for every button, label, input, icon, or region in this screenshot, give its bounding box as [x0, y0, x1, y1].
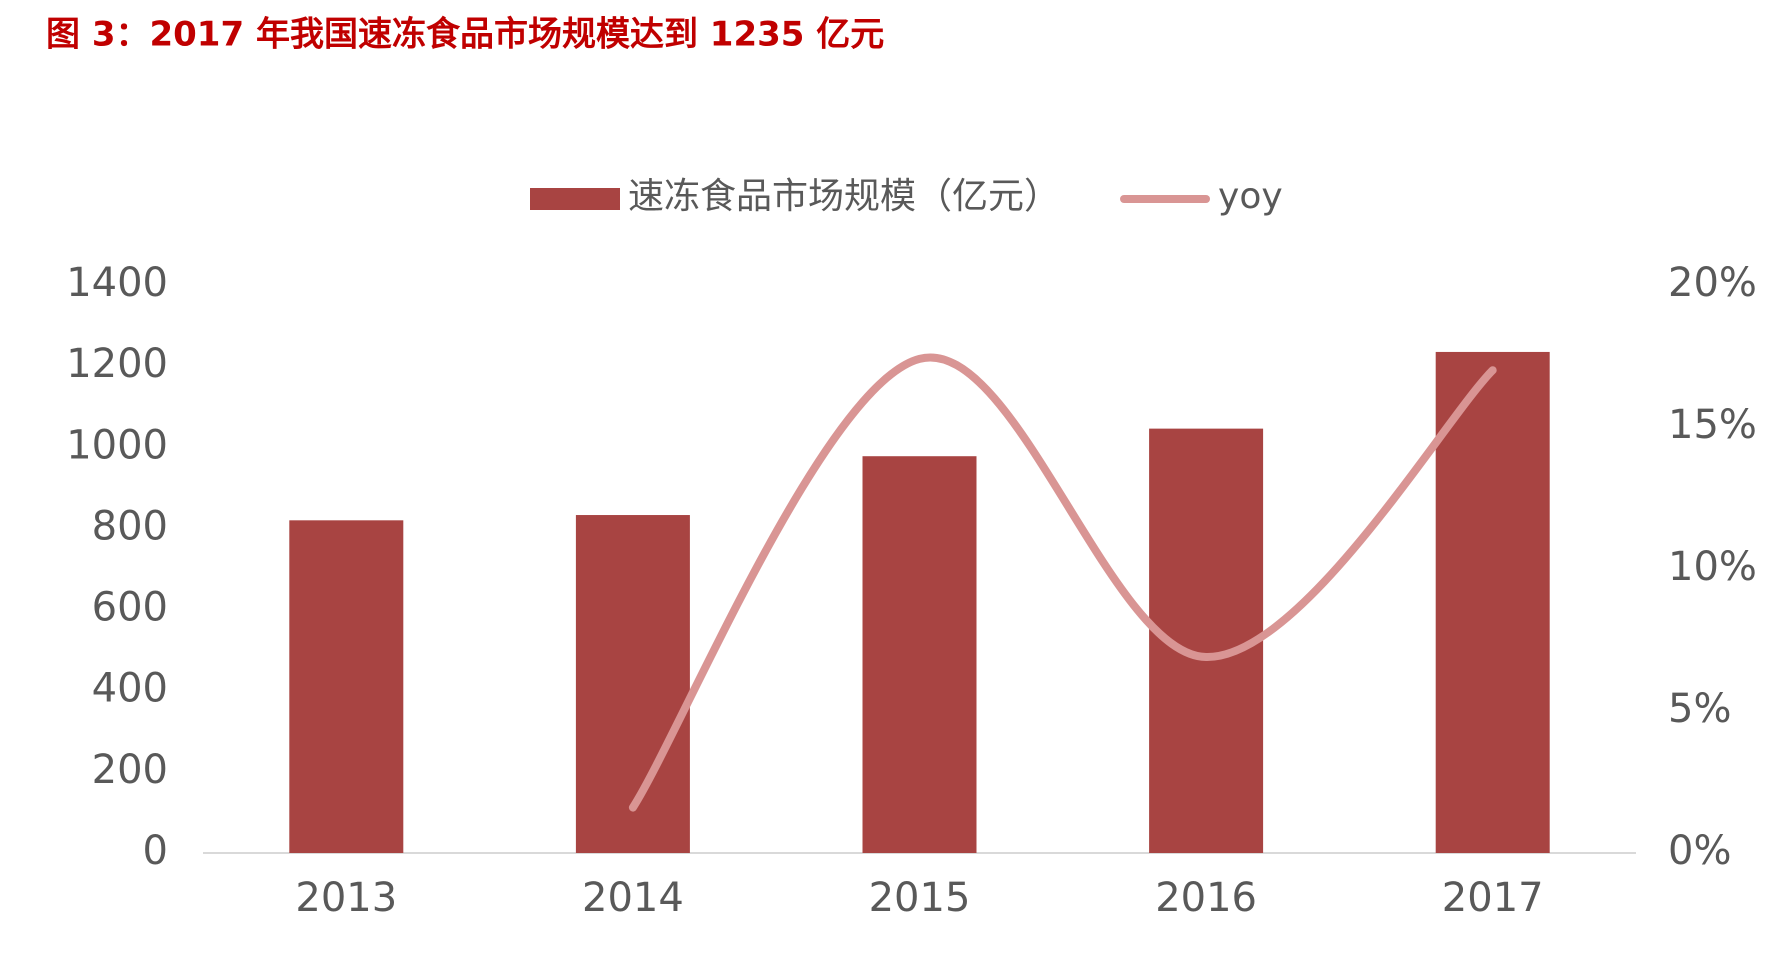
y-tick-label: 1200	[66, 341, 168, 387]
line	[628, 353, 1497, 812]
y-tick-label: 600	[92, 585, 168, 631]
y2-tick-label: 15%	[1668, 402, 1757, 448]
y2-tick-label: 0%	[1668, 828, 1731, 874]
y2-tick-label: 20%	[1668, 260, 1757, 306]
y-tick-label: 200	[92, 747, 168, 793]
bar	[289, 520, 404, 853]
y2-tick-label: 10%	[1668, 544, 1757, 590]
legend-swatch	[530, 188, 620, 210]
y-tick-label: 1000	[66, 422, 168, 468]
x-tick-label: 2013	[295, 875, 397, 921]
y-tick-label: 1400	[66, 260, 168, 306]
y-tick-label: 800	[92, 503, 168, 549]
bar	[575, 515, 690, 853]
y-tick-label: 0	[143, 828, 168, 874]
legend-label: yoy	[1218, 176, 1283, 217]
chart-title: 图 3：2017 年我国速冻食品市场规模达到 1235 亿元	[46, 15, 884, 55]
x-tick-label: 2017	[1442, 875, 1544, 921]
legend-label: 速冻食品市场规模（亿元）	[628, 176, 1060, 217]
bar	[862, 456, 977, 853]
y2-tick-label: 5%	[1668, 686, 1731, 732]
x-tick-label: 2014	[582, 875, 684, 921]
x-tick-label: 2016	[1155, 875, 1257, 921]
bar	[1435, 351, 1550, 853]
x-tick-label: 2015	[869, 875, 971, 921]
y-tick-label: 400	[92, 666, 168, 712]
